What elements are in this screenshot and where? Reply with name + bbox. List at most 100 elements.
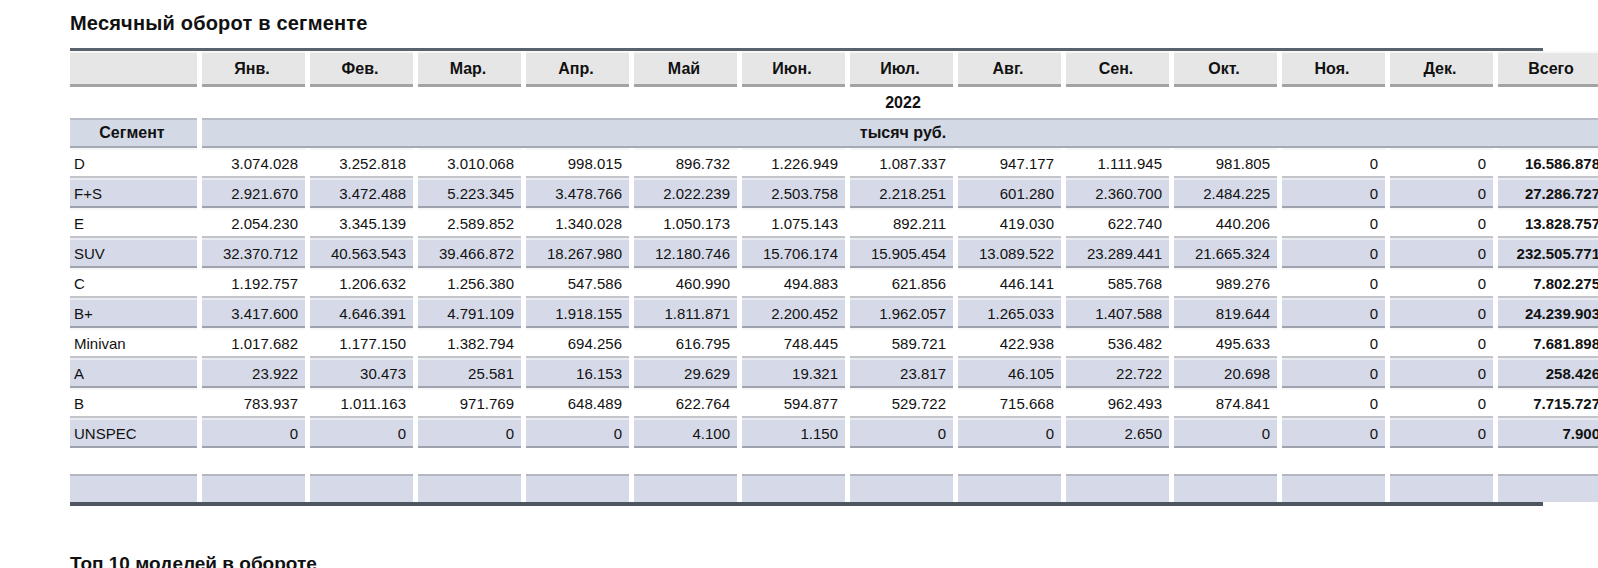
value-cell: 1.265.033	[958, 298, 1061, 328]
table-row: F+S2.921.6703.472.4885.223.3453.478.7662…	[70, 178, 1598, 208]
spacer-row	[70, 448, 1598, 474]
total-header: Всего	[1498, 51, 1598, 87]
table-row: UNSPEC00004.1001.150002.6500007.900	[70, 418, 1598, 448]
value-cell: 1.382.794	[418, 328, 521, 358]
value-cell: 962.493	[1066, 388, 1169, 418]
value-cell: 0	[1282, 388, 1385, 418]
empty-cell	[310, 474, 413, 502]
value-cell: 3.252.818	[310, 148, 413, 178]
segment-column-header: Сегмент	[70, 118, 197, 148]
value-cell: 13.089.522	[958, 238, 1061, 268]
value-cell: 1.075.143	[742, 208, 845, 238]
year-label: 2022	[202, 87, 1598, 118]
segment-cell: E	[70, 208, 197, 238]
value-cell: 4.791.109	[418, 298, 521, 328]
month-header: Янв.	[202, 51, 305, 87]
value-cell: 4.646.391	[310, 298, 413, 328]
value-cell: 21.665.324	[1174, 238, 1277, 268]
table-row: Minivan1.017.6821.177.1501.382.794694.25…	[70, 328, 1598, 358]
segment-cell: A	[70, 358, 197, 388]
value-cell: 1.087.337	[850, 148, 953, 178]
value-cell: 419.030	[958, 208, 1061, 238]
value-cell: 0	[310, 418, 413, 448]
total-cell: 7.681.898	[1498, 328, 1598, 358]
value-cell: 783.937	[202, 388, 305, 418]
value-cell: 5.223.345	[418, 178, 521, 208]
value-cell: 616.795	[634, 328, 737, 358]
total-cell: 13.828.757	[1498, 208, 1598, 238]
value-cell: 622.740	[1066, 208, 1169, 238]
value-cell: 29.629	[634, 358, 737, 388]
total-cell: 7.802.275	[1498, 268, 1598, 298]
empty-cell	[1282, 474, 1385, 502]
value-cell: 0	[1390, 388, 1493, 418]
value-cell: 0	[526, 418, 629, 448]
value-cell: 892.211	[850, 208, 953, 238]
table-row: C1.192.7571.206.6321.256.380547.586460.9…	[70, 268, 1598, 298]
monthly-turnover-report: Месячный оборот в сегменте Янв. Фев. Мар…	[70, 12, 1548, 506]
value-cell: 2.921.670	[202, 178, 305, 208]
value-cell: 1.918.155	[526, 298, 629, 328]
value-cell: 2.054.230	[202, 208, 305, 238]
value-cell: 585.768	[1066, 268, 1169, 298]
value-cell: 0	[1390, 208, 1493, 238]
empty-cell	[418, 474, 521, 502]
value-cell: 0	[1390, 238, 1493, 268]
value-cell: 621.856	[850, 268, 953, 298]
units-row: Сегмент тысяч руб.	[70, 118, 1598, 148]
month-header: Окт.	[1174, 51, 1277, 87]
units-label: тысяч руб.	[202, 118, 1598, 148]
value-cell: 494.883	[742, 268, 845, 298]
value-cell: 748.445	[742, 328, 845, 358]
table-row: D3.074.0283.252.8183.010.068998.015896.7…	[70, 148, 1598, 178]
segment-cell: B	[70, 388, 197, 418]
value-cell: 0	[1282, 418, 1385, 448]
value-cell: 989.276	[1174, 268, 1277, 298]
value-cell: 2.200.452	[742, 298, 845, 328]
corner-cell	[70, 51, 197, 87]
spacer-cell	[70, 448, 1598, 474]
value-cell: 460.990	[634, 268, 737, 298]
month-header: Апр.	[526, 51, 629, 87]
blank-cell	[70, 87, 197, 118]
segment-cell: SUV	[70, 238, 197, 268]
empty-cell	[202, 474, 305, 502]
month-header: Сен.	[1066, 51, 1169, 87]
value-cell: 1.017.682	[202, 328, 305, 358]
empty-cell	[958, 474, 1061, 502]
month-header: Ноя.	[1282, 51, 1385, 87]
value-cell: 1.962.057	[850, 298, 953, 328]
value-cell: 0	[1282, 148, 1385, 178]
month-header: Июл.	[850, 51, 953, 87]
empty-cell	[1390, 474, 1493, 502]
value-cell: 0	[418, 418, 521, 448]
table-row: A23.92230.47325.58116.15329.62919.32123.…	[70, 358, 1598, 388]
value-cell: 819.644	[1174, 298, 1277, 328]
value-cell: 0	[1390, 268, 1493, 298]
value-cell: 32.370.712	[202, 238, 305, 268]
value-cell: 1.150	[742, 418, 845, 448]
value-cell: 0	[202, 418, 305, 448]
value-cell: 874.841	[1174, 388, 1277, 418]
segment-cell: C	[70, 268, 197, 298]
total-cell: 27.286.727	[1498, 178, 1598, 208]
value-cell: 0	[1174, 418, 1277, 448]
table-row: B783.9371.011.163971.769648.489622.76459…	[70, 388, 1598, 418]
value-cell: 0	[1282, 208, 1385, 238]
value-cell: 0	[958, 418, 1061, 448]
value-cell: 3.417.600	[202, 298, 305, 328]
value-cell: 536.482	[1066, 328, 1169, 358]
segment-cell: B+	[70, 298, 197, 328]
empty-cell	[526, 474, 629, 502]
table-row: E2.054.2303.345.1392.589.8521.340.0281.0…	[70, 208, 1598, 238]
value-cell: 998.015	[526, 148, 629, 178]
monthly-turnover-table: Янв. Фев. Мар. Апр. Май Июн. Июл. Авг. С…	[65, 51, 1598, 502]
value-cell: 2.218.251	[850, 178, 953, 208]
month-header: Дек.	[1390, 51, 1493, 87]
value-cell: 30.473	[310, 358, 413, 388]
value-cell: 0	[850, 418, 953, 448]
empty-cell	[1498, 474, 1598, 502]
value-cell: 0	[1390, 328, 1493, 358]
value-cell: 1.811.871	[634, 298, 737, 328]
value-cell: 422.938	[958, 328, 1061, 358]
